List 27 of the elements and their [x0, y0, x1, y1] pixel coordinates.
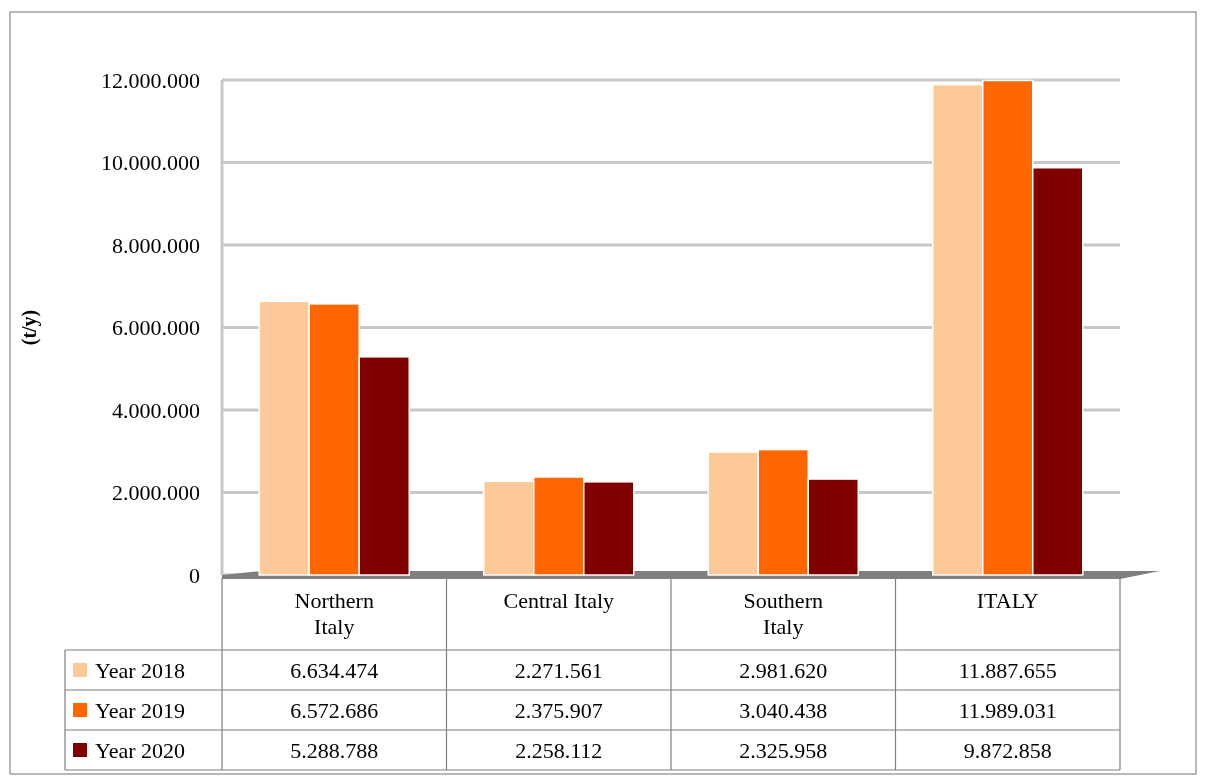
y-tick-label: 12.000.000 — [101, 67, 200, 93]
legend-label: Year 2018 — [95, 657, 186, 683]
x-tick-label: Southern Italy — [743, 588, 823, 639]
data-label: 11.887.655 — [958, 657, 1057, 683]
x-tick-label: Northern Italy — [294, 588, 374, 639]
legend-label: Year 2020 — [95, 737, 186, 763]
legend-label: Year 2019 — [95, 697, 186, 723]
y-tick-label: 4.000.000 — [112, 397, 200, 423]
y-tick-label: 10.000.000 — [101, 150, 200, 176]
y-axis-title: (t/y) — [18, 309, 41, 346]
data-label: 6.634.474 — [290, 657, 379, 683]
data-label: 9.872.858 — [963, 737, 1052, 763]
data-label: 2.271.561 — [514, 657, 603, 683]
data-label: 2.375.907 — [514, 697, 603, 723]
data-label: 11.989.031 — [958, 697, 1057, 723]
y-tick-label: 6.000.000 — [112, 315, 200, 341]
data-label: 2.325.958 — [739, 737, 828, 763]
data-label: 2.258.112 — [515, 737, 603, 763]
y-tick-label: 8.000.000 — [112, 232, 200, 258]
x-tick-label: ITALY — [976, 588, 1039, 613]
x-tick-label: Central Italy — [503, 588, 615, 613]
data-label: 3.040.438 — [739, 697, 828, 723]
data-label: 2.981.620 — [739, 657, 828, 683]
y-tick-label: 0 — [189, 562, 200, 588]
data-label: 6.572.686 — [290, 697, 379, 723]
data-label: 5.288.788 — [290, 737, 379, 763]
y-tick-label: 2.000.000 — [112, 480, 200, 506]
